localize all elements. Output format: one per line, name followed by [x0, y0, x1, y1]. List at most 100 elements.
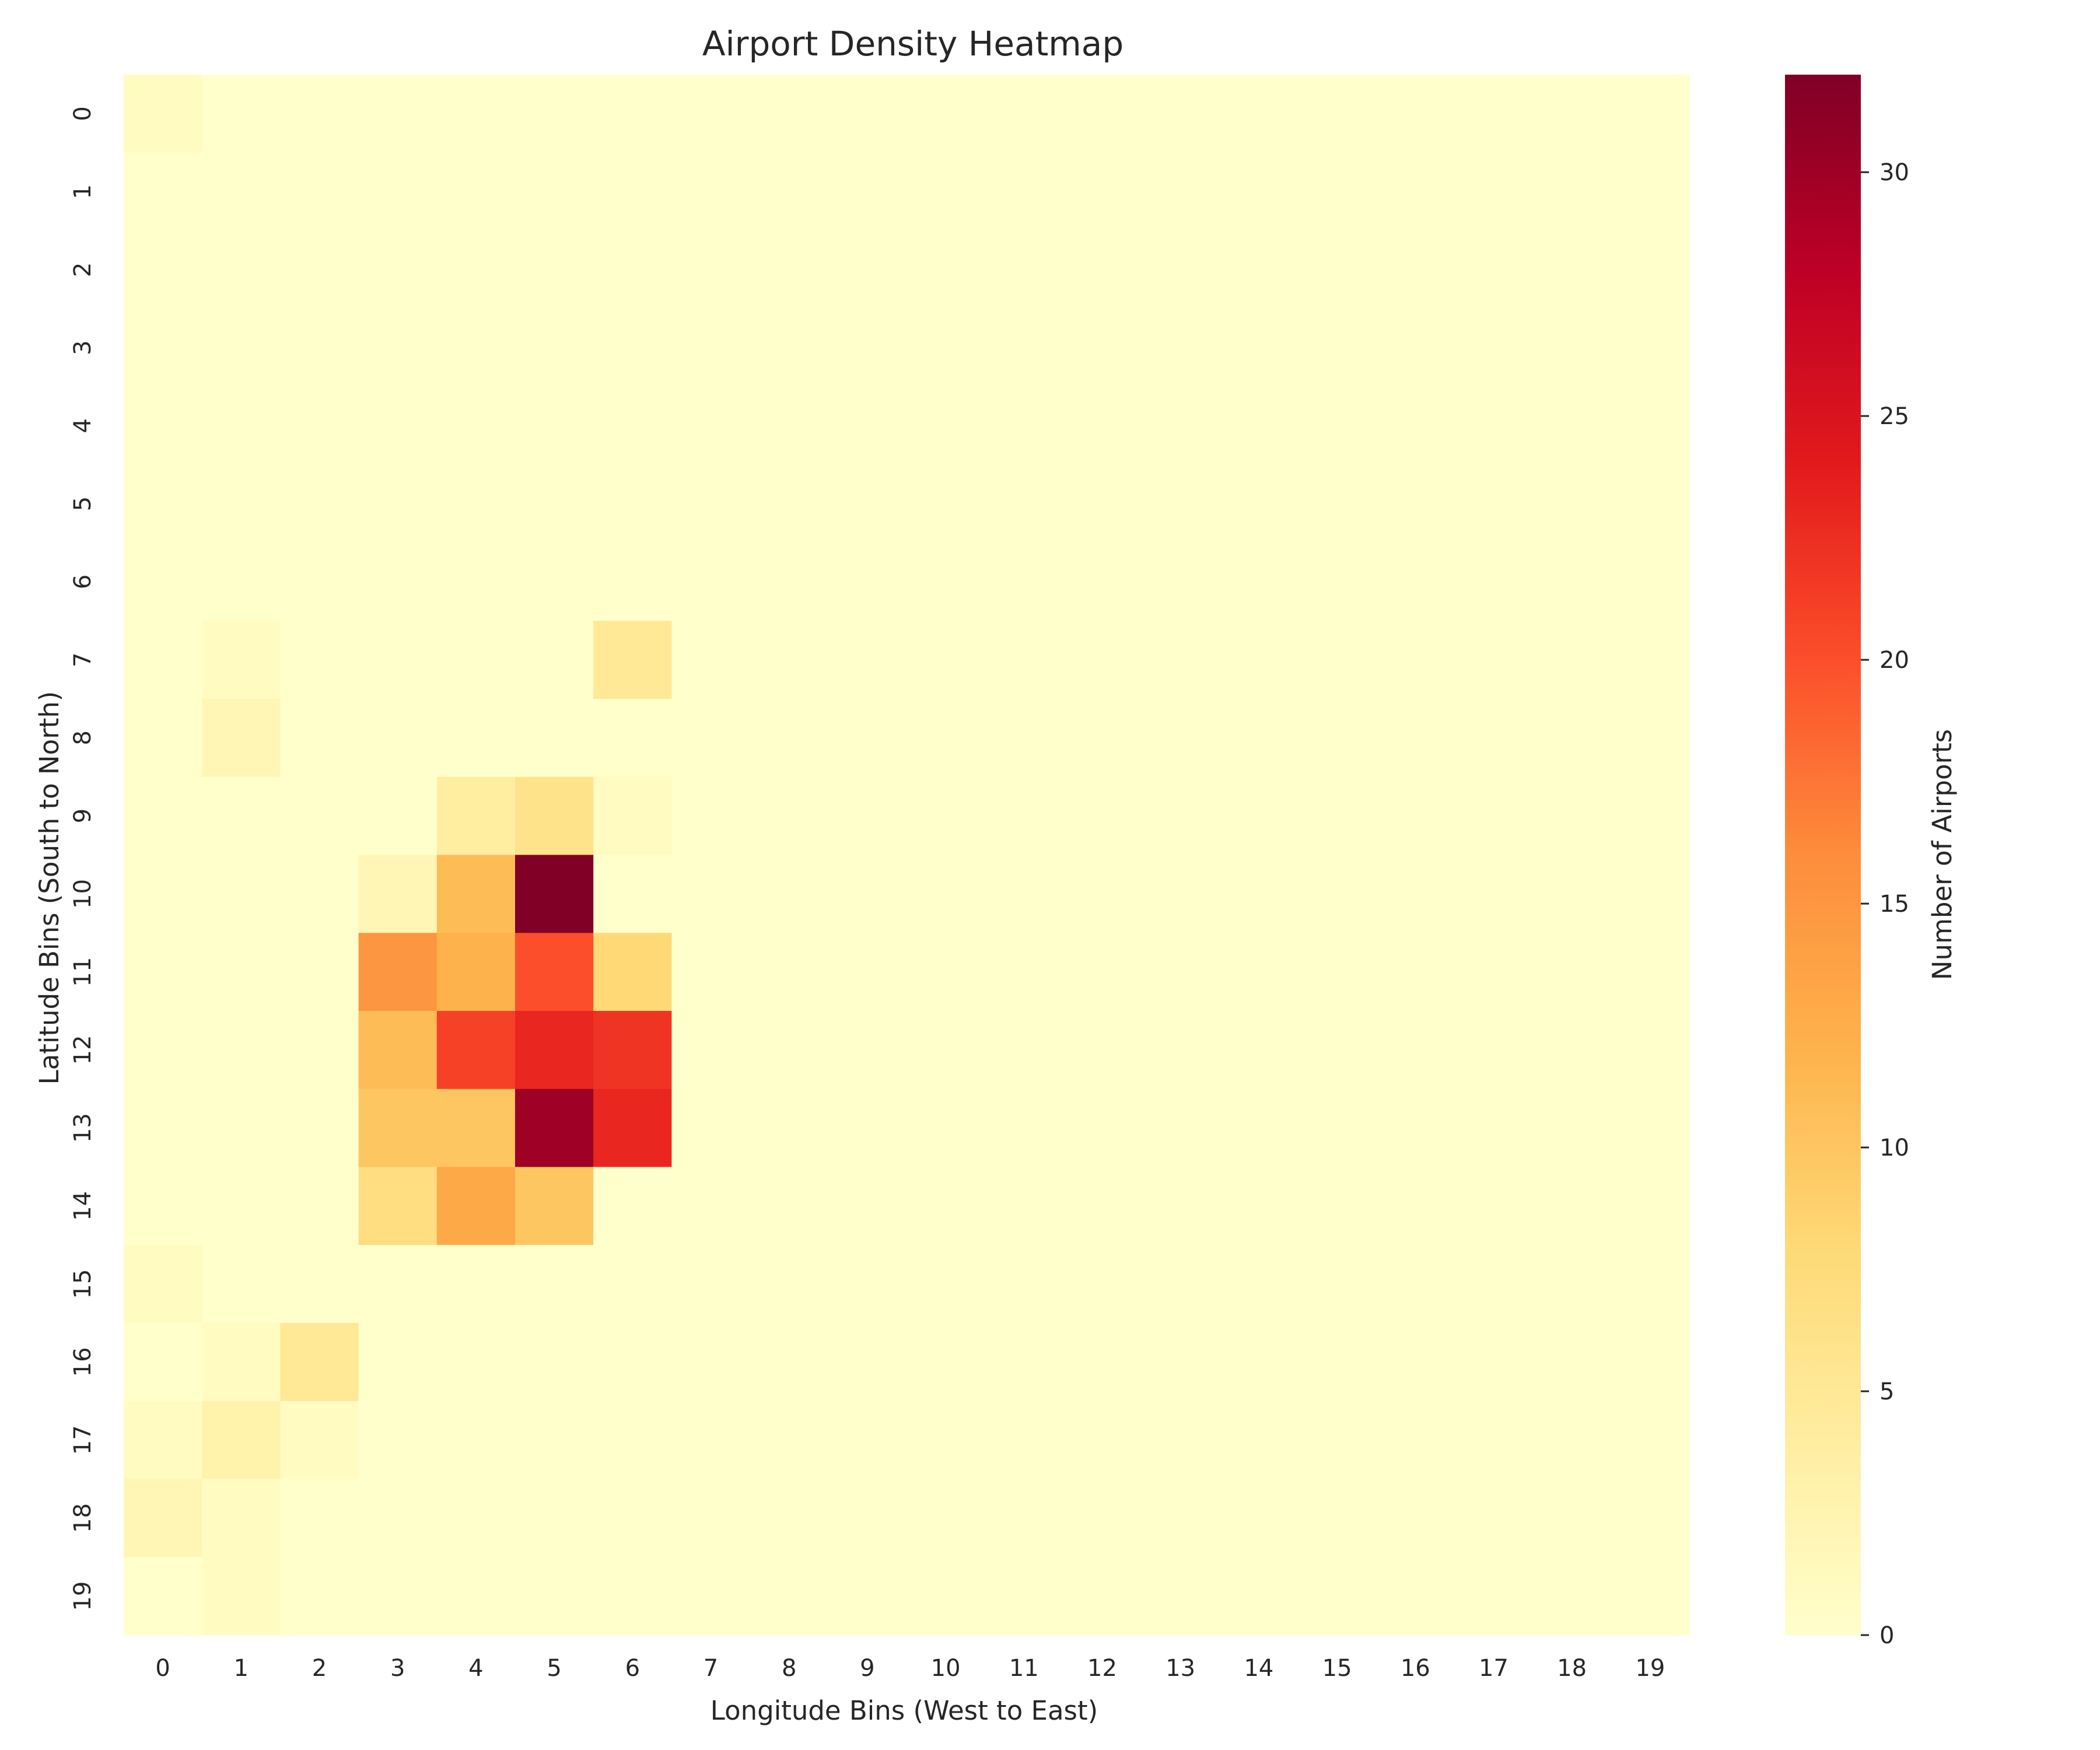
heatmap-cell — [1376, 1167, 1455, 1245]
heatmap-cell — [1376, 855, 1455, 933]
heatmap-cell — [1454, 1557, 1534, 1636]
heatmap-cell — [1611, 1323, 1690, 1402]
heatmap-cell — [436, 1479, 516, 1558]
heatmap-cell — [907, 855, 985, 933]
heatmap-cell — [1611, 621, 1690, 699]
heatmap-cell — [985, 1011, 1063, 1090]
heatmap-cell — [202, 1401, 281, 1480]
heatmap-cell — [280, 387, 359, 466]
y-tick-label: 16 — [69, 1347, 96, 1377]
y-tick-label: 4 — [69, 418, 96, 433]
heatmap-cell — [436, 75, 516, 153]
heatmap-cell — [1532, 309, 1612, 387]
heatmap-cell — [1532, 75, 1612, 153]
heatmap-cell — [280, 230, 359, 309]
heatmap-cell — [1454, 309, 1534, 387]
y-axis-label: Latitude Bins (South to North) — [34, 691, 65, 1085]
heatmap-cell — [436, 309, 516, 387]
heatmap-cell — [202, 1011, 281, 1090]
heatmap-cell — [985, 152, 1063, 232]
y-tick-label: 8 — [69, 730, 96, 745]
heatmap-cell — [1063, 1401, 1142, 1480]
heatmap-cell — [907, 1557, 985, 1636]
heatmap-cell — [750, 621, 829, 699]
heatmap-cell — [515, 776, 594, 856]
heatmap-cell — [1454, 776, 1534, 856]
heatmap-cell — [436, 1323, 516, 1402]
heatmap-cell — [671, 776, 751, 856]
heatmap-cell — [985, 1401, 1063, 1480]
heatmap-cell — [1376, 542, 1455, 621]
heatmap-cell — [671, 621, 751, 699]
heatmap-cell — [750, 699, 829, 778]
x-tick-label: 12 — [1087, 1655, 1117, 1682]
heatmap-cell — [280, 776, 359, 856]
heatmap-cell — [1532, 1557, 1612, 1636]
heatmap-cell — [1141, 699, 1220, 778]
colorbar-label: Number of Airports — [1927, 729, 1958, 980]
heatmap-cell — [1141, 542, 1220, 621]
heatmap-cell — [1219, 1323, 1298, 1402]
heatmap-cell — [358, 464, 438, 544]
x-tick-label: 13 — [1166, 1655, 1195, 1682]
heatmap-cell — [1611, 699, 1690, 778]
heatmap-cell — [1063, 1323, 1142, 1402]
heatmap-cell — [1298, 1088, 1377, 1168]
heatmap-cell — [358, 776, 438, 856]
heatmap-cell — [280, 542, 359, 621]
heatmap-cell — [907, 933, 985, 1012]
heatmap-cell — [1219, 1088, 1298, 1168]
colorbar-gradient — [1785, 75, 1861, 1635]
heatmap-cell — [202, 309, 281, 387]
heatmap-cell — [985, 1088, 1063, 1168]
heatmap-cell — [1454, 1167, 1534, 1245]
y-tick-label: 5 — [69, 496, 96, 511]
heatmap-cell — [1141, 1323, 1220, 1402]
heatmap-cell — [358, 1557, 438, 1636]
heatmap-cell — [1219, 542, 1298, 621]
heatmap-cell — [750, 1011, 829, 1090]
heatmap-cell — [907, 699, 985, 778]
heatmap-cell — [358, 152, 438, 232]
heatmap-cell — [907, 1011, 985, 1090]
heatmap-cell — [750, 542, 829, 621]
heatmap-cell — [1298, 1011, 1377, 1090]
heatmap-cell — [202, 1245, 281, 1324]
heatmap-cell — [1219, 776, 1298, 856]
y-tick-label: 2 — [69, 262, 96, 277]
heatmap-cell — [1219, 1011, 1298, 1090]
heatmap-cell — [1063, 933, 1142, 1012]
heatmap-cell — [985, 1557, 1063, 1636]
heatmap-cell — [828, 1479, 907, 1558]
heatmap-cell — [1376, 1557, 1455, 1636]
colorbar-tick-label: 0 — [1880, 1622, 1894, 1649]
x-tick-label: 2 — [312, 1655, 327, 1682]
heatmap-cell — [1376, 1011, 1455, 1090]
heatmap-cell — [1454, 855, 1534, 933]
heatmap-cell — [1298, 387, 1377, 466]
heatmap-cell — [1298, 621, 1377, 699]
heatmap-cell — [515, 1323, 594, 1402]
heatmap-cell — [1141, 1245, 1220, 1324]
heatmap-cell — [358, 699, 438, 778]
heatmap-cell — [750, 1167, 829, 1245]
heatmap-cell — [1298, 776, 1377, 856]
heatmap-cell — [1454, 387, 1534, 466]
heatmap-cell — [985, 1323, 1063, 1402]
heatmap-cell — [1063, 776, 1142, 856]
heatmap-cell — [1454, 230, 1534, 309]
heatmap-cell — [1219, 933, 1298, 1012]
heatmap-cell — [1454, 542, 1534, 621]
heatmap-cell — [985, 776, 1063, 856]
heatmap-cell — [280, 1557, 359, 1636]
heatmap-cell — [593, 1323, 672, 1402]
heatmap-cell — [750, 1557, 829, 1636]
heatmap-cell — [671, 933, 751, 1012]
heatmap-cell — [515, 621, 594, 699]
heatmap-cell — [436, 776, 516, 856]
y-tick-label: 17 — [69, 1425, 96, 1455]
heatmap-cell — [750, 309, 829, 387]
heatmap-cell — [593, 1245, 672, 1324]
heatmap-cell — [515, 855, 594, 933]
x-tick-label: 4 — [468, 1655, 483, 1682]
